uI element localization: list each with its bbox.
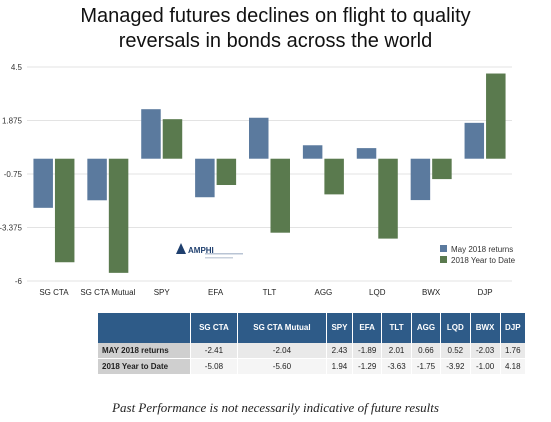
table-cell: -2.41	[190, 343, 238, 359]
bar-may	[249, 117, 269, 159]
legend-swatch	[440, 256, 447, 263]
table-cell: -2.04	[237, 343, 327, 359]
bar-ytd	[108, 158, 129, 273]
table-cell: -1.00	[470, 358, 501, 375]
table-cell: -3.92	[440, 358, 471, 375]
table-row-label: 2018 Year to Date	[98, 358, 191, 375]
bar-may	[410, 158, 431, 201]
bar-may	[141, 109, 161, 159]
table-body: MAY 2018 returns -2.41 -2.04 2.43 -1.89 2.01 0…	[98, 343, 527, 375]
table-header-cell: SG CTA	[190, 313, 238, 343]
bar-ytd	[486, 73, 506, 159]
table-cell: -2.03	[470, 343, 501, 359]
bar-may	[195, 158, 215, 198]
logo-tagline-line	[205, 253, 243, 255]
bar-ytd	[270, 158, 290, 233]
x-tick-label: DJP	[477, 288, 492, 297]
table-cell: -5.60	[237, 358, 327, 375]
table-cell: 1.94	[326, 358, 353, 375]
bar-may	[464, 122, 485, 159]
x-tick-label: EFA	[208, 288, 224, 297]
bar-chart: 4.5 1.875 -0.75 -3.375 -6 SG CTA SG CTA Mutua…	[0, 63, 516, 297]
x-axis-labels: SG CTA SG CTA Mutual SPY EFA TLT AGG LQD BWX DJP	[39, 288, 492, 297]
returns-table: SG CTA SG CTA Mutual SPY EFA TLT AGG LQD BWX DJP…	[98, 313, 527, 375]
table-cell: 0.52	[440, 343, 471, 359]
legend-swatch	[440, 245, 447, 252]
table-cell: -5.08	[190, 358, 238, 375]
logo-tagline-line-2	[205, 257, 233, 259]
table-row-label: MAY 2018 returns	[98, 343, 191, 359]
table-row: 2018 Year to Date -5.08 -5.60 1.94 -1.29 -3.6…	[98, 358, 527, 375]
y-tick-label: 1.875	[2, 117, 23, 126]
y-tick-label: -3.375	[0, 224, 23, 233]
y-tick-label: -6	[15, 277, 23, 286]
table-corner-cell	[98, 313, 191, 343]
table-header-cell: DJP	[500, 313, 527, 343]
table-header-cell: SG CTA Mutual	[237, 313, 327, 343]
bar-ytd	[378, 158, 398, 239]
bar-ytd	[54, 158, 75, 263]
amphi-logo-text: AMPHI	[188, 246, 214, 255]
table-cell: -1.29	[352, 358, 383, 375]
x-tick-label: LQD	[369, 288, 386, 297]
bar-may	[87, 158, 107, 201]
bars	[33, 73, 506, 273]
table-cell: -3.63	[381, 358, 412, 375]
y-tick-label: -0.75	[4, 170, 23, 179]
amphi-logo: AMPHI	[176, 243, 243, 259]
table-cell: 1.76	[500, 343, 527, 359]
table-header-cell: LQD	[440, 313, 471, 343]
bar-ytd	[324, 158, 344, 195]
legend-label: May 2018 returns	[451, 245, 513, 254]
x-tick-label: AGG	[314, 288, 332, 297]
table-header-cell: SPY	[326, 313, 353, 343]
x-tick-label: SG CTA	[39, 288, 69, 297]
amphi-triangle-logo-icon	[176, 243, 186, 254]
x-tick-label: BWX	[422, 288, 441, 297]
bar-may	[33, 158, 53, 208]
table-header-cell: AGG	[411, 313, 442, 343]
chart-title: Managed futures declines on flight to qu…	[0, 4, 551, 54]
table-header-cell: TLT	[381, 313, 412, 343]
bar-ytd	[216, 158, 237, 186]
legend-label: 2018 Year to Date	[451, 256, 516, 265]
table-cell: 2.43	[326, 343, 353, 359]
legend: May 2018 returns 2018 Year to Date	[440, 245, 516, 265]
table-header-cell: BWX	[470, 313, 501, 343]
table-row: MAY 2018 returns -2.41 -2.04 2.43 -1.89 2.01 0…	[98, 343, 527, 359]
bar-may	[356, 148, 377, 159]
bar-ytd	[432, 158, 452, 180]
bar-may	[302, 145, 323, 159]
footnote: Past Performance is not necessarily indi…	[112, 400, 439, 415]
table-cell: 4.18	[500, 358, 527, 375]
table-header-cell: EFA	[352, 313, 383, 343]
chart-title-line-2: reversals in bonds across the world	[118, 30, 433, 52]
bar-ytd	[162, 119, 183, 159]
table-cell: -1.89	[352, 343, 383, 359]
y-axis-ticks: 4.5 1.875 -0.75 -3.375 -6	[0, 63, 23, 286]
x-tick-label: SPY	[154, 288, 171, 297]
table-cell: 0.66	[411, 343, 442, 359]
y-tick-label: 4.5	[11, 63, 23, 72]
table-cell: -1.75	[411, 358, 442, 375]
table-header-row: SG CTA SG CTA Mutual SPY EFA TLT AGG LQD BWX DJP	[98, 313, 527, 343]
x-tick-label: TLT	[263, 288, 277, 297]
grid-lines	[27, 66, 512, 282]
table-cell: 2.01	[381, 343, 412, 359]
x-tick-label: SG CTA Mutual	[80, 288, 135, 297]
chart-title-line-1: Managed futures declines on flight to qu…	[80, 5, 471, 27]
